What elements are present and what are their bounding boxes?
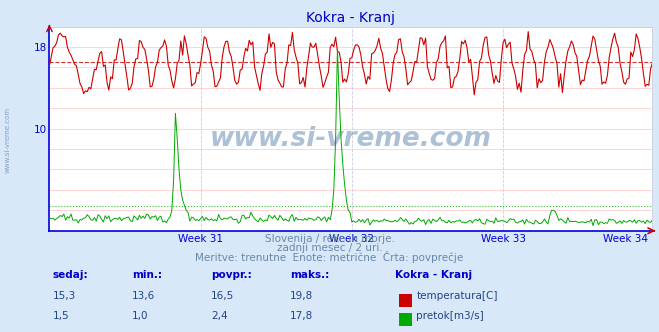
Text: www.si-vreme.com: www.si-vreme.com xyxy=(210,126,492,152)
Title: Kokra - Kranj: Kokra - Kranj xyxy=(306,11,395,25)
Text: Meritve: trenutne  Enote: metrične  Črta: povprečje: Meritve: trenutne Enote: metrične Črta: … xyxy=(195,251,464,263)
Text: 13,6: 13,6 xyxy=(132,291,155,301)
Text: 17,8: 17,8 xyxy=(290,311,313,321)
Text: povpr.:: povpr.: xyxy=(211,270,252,280)
Text: 16,5: 16,5 xyxy=(211,291,234,301)
Text: 19,8: 19,8 xyxy=(290,291,313,301)
Text: Kokra - Kranj: Kokra - Kranj xyxy=(395,270,473,280)
Text: sedaj:: sedaj: xyxy=(53,270,88,280)
Text: 15,3: 15,3 xyxy=(53,291,76,301)
Text: www.si-vreme.com: www.si-vreme.com xyxy=(5,106,11,173)
Text: 1,0: 1,0 xyxy=(132,311,148,321)
Text: 1,5: 1,5 xyxy=(53,311,69,321)
Text: min.:: min.: xyxy=(132,270,162,280)
Text: pretok[m3/s]: pretok[m3/s] xyxy=(416,311,484,321)
Text: maks.:: maks.: xyxy=(290,270,330,280)
Text: 2,4: 2,4 xyxy=(211,311,227,321)
Text: Slovenija / reke in morje.: Slovenija / reke in morje. xyxy=(264,234,395,244)
Text: temperatura[C]: temperatura[C] xyxy=(416,291,498,301)
Text: zadnji mesec / 2 uri.: zadnji mesec / 2 uri. xyxy=(277,243,382,253)
